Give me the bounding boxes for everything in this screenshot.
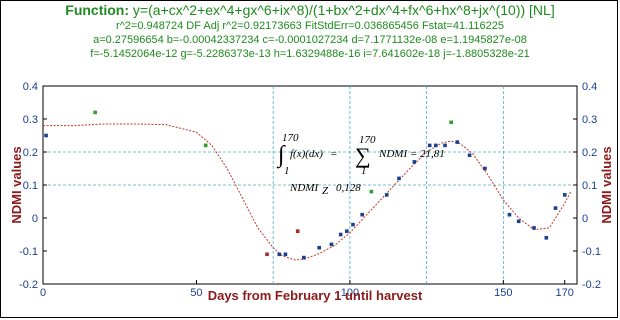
data-point <box>483 166 487 171</box>
data-point <box>317 245 322 250</box>
x-tick-label: 50 <box>190 287 202 299</box>
data-point <box>203 143 208 148</box>
y-tick-label-left: 0.3 <box>23 114 38 126</box>
data-point <box>449 120 453 125</box>
data-point <box>283 252 288 257</box>
data-point <box>544 236 549 240</box>
grid <box>43 86 577 284</box>
y-tick-label-right: 0 <box>582 213 588 225</box>
function-label: Function: <box>65 2 130 18</box>
sum-sign: ∑ <box>355 143 371 168</box>
data-point <box>93 110 97 115</box>
data-point <box>412 160 417 164</box>
y-tick-label-left: -0.1 <box>19 246 38 258</box>
y-axis-label-left: NDMI values <box>9 146 24 223</box>
data-point <box>384 193 389 197</box>
data-point <box>443 143 447 148</box>
integral-sign: ∫ <box>276 142 286 169</box>
sum-body: NDMI = 21,81 <box>378 148 445 160</box>
data-point <box>277 252 282 257</box>
coefficients-line-2: f=-5.1452064e-12 g=-5.2286373e-13 h=1.63… <box>90 48 530 60</box>
x-axis-ticks: 0 50 100 150 170 <box>40 280 574 299</box>
data-point <box>351 222 355 227</box>
ndmi-z-subscript: Z <box>322 185 329 197</box>
y-tick-label-left: 0.4 <box>23 81 38 93</box>
integral-annotation: 170 ∫ 1 f(x)(dx) = 170 ∑ 1 NDMI = 21,81 … <box>276 132 445 197</box>
data-points <box>44 110 567 260</box>
data-point <box>532 226 536 230</box>
ndmi-z-value: 0,128 <box>336 182 361 194</box>
y-tick-label-left: -0.2 <box>19 279 38 291</box>
data-point <box>516 219 521 224</box>
data-point <box>455 140 460 144</box>
data-point <box>427 143 432 148</box>
data-point <box>302 255 306 260</box>
data-point <box>369 189 374 194</box>
y-axis-left-ticks: -0.2 -0.1 0 0.1 0.2 0.3 0.4 <box>19 81 47 291</box>
y-tick-label-right: 0.1 <box>582 180 597 192</box>
data-point <box>360 212 364 217</box>
data-point <box>434 143 438 148</box>
chart-header: Function: y=(a+cx^2+ex^4+gx^6+ix^8)/(1+b… <box>0 0 620 61</box>
integral-lower-limit: 1 <box>284 165 290 177</box>
integrand: f(x)(dx) <box>290 148 323 160</box>
y-tick-label-right: 0.2 <box>582 147 597 159</box>
data-point <box>507 212 512 217</box>
fitted-curve <box>43 123 572 261</box>
function-expression: y=(a+cx^2+ex^4+gx^6+ix^8)/(1+bx^2+dx^4+f… <box>132 2 555 18</box>
data-point <box>338 232 343 237</box>
coefficients-line-1: a=0.27596654 b=-0.00042337234 c=-0.00010… <box>93 34 527 46</box>
x-tick-label: 170 <box>556 287 574 299</box>
data-point <box>295 229 300 233</box>
data-point <box>397 176 401 181</box>
x-axis-label: Days from February 1 until harvest <box>208 288 423 303</box>
equals-sign: = <box>330 148 337 160</box>
data-point <box>265 252 269 257</box>
y-tick-label-left: 0 <box>32 213 38 225</box>
y-tick-label-left: 0.1 <box>23 180 38 192</box>
y-tick-label-left: 0.2 <box>23 147 38 159</box>
integral-upper-limit: 170 <box>282 132 299 144</box>
function-line: Function: y=(a+cx^2+ex^4+gx^6+ix^8)/(1+b… <box>0 2 620 19</box>
x-tick-label: 100 <box>341 287 359 299</box>
y-tick-label-right: 0.4 <box>582 81 597 93</box>
y-tick-label-right: -0.2 <box>582 279 601 291</box>
data-point <box>467 153 472 158</box>
data-point <box>562 193 567 197</box>
data-point <box>553 206 558 210</box>
x-tick-label: 0 <box>40 287 46 299</box>
y-axis-right-ticks: -0.2 -0.1 0 0.1 0.2 0.3 0.4 <box>573 81 601 291</box>
y-tick-label-right: 0.3 <box>582 114 597 126</box>
y-tick-label-right: -0.1 <box>582 246 601 258</box>
data-point <box>345 229 349 233</box>
sum-lower-limit: 1 <box>361 165 367 177</box>
ndmi-z-label: NDMI <box>289 182 319 194</box>
data-point <box>329 242 334 247</box>
sum-upper-limit: 170 <box>359 134 376 146</box>
y-axis-label-right: NDMI values <box>599 146 614 223</box>
data-point <box>44 133 48 138</box>
fit-stats-line: r^2=0.948724 DF Adj r^2=0.92173663 FitSt… <box>115 20 505 32</box>
x-tick-label: 150 <box>494 287 512 299</box>
